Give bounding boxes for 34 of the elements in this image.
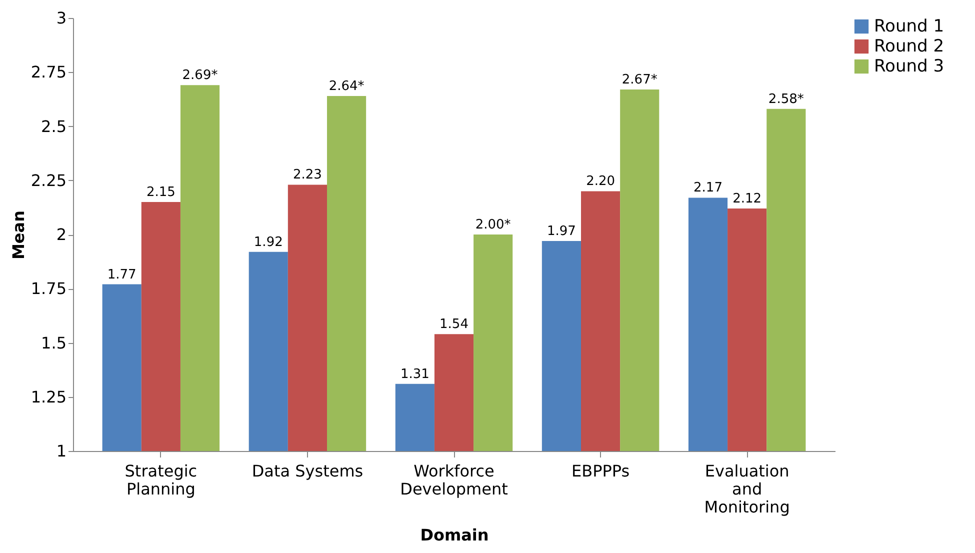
y-tick-label: 1.25 xyxy=(30,387,66,406)
y-tick-label: 1.75 xyxy=(30,279,66,298)
data-label: 2.67* xyxy=(622,72,658,88)
data-label: 2.64* xyxy=(328,78,365,94)
data-label: 1.31 xyxy=(400,366,430,382)
data-label: 2.23 xyxy=(292,168,322,183)
y-axis-title: Mean xyxy=(8,210,28,260)
data-label: 1.77 xyxy=(107,267,136,282)
data-label: 2.69* xyxy=(182,68,218,84)
x-tick-label: Strategic Planning xyxy=(124,462,198,498)
data-label: 1.54 xyxy=(440,317,468,332)
y-tick-label: 3 xyxy=(56,8,66,28)
legend-label: Round 1 xyxy=(874,16,944,36)
data-label: 2.00* xyxy=(475,218,512,232)
y-tick-label: 2.5 xyxy=(41,116,66,136)
data-label: 1.92 xyxy=(254,234,283,250)
legend-label: Round 2 xyxy=(874,36,944,56)
y-tick-label: 2 xyxy=(56,225,66,244)
legend-label: Round 3 xyxy=(874,56,944,76)
x-axis-title: Domain xyxy=(420,526,489,544)
x-tick-label: Evaluation and Monitoring xyxy=(704,462,790,516)
data-label: 2.17 xyxy=(694,180,722,196)
y-tick-label: 2.25 xyxy=(30,170,66,190)
data-label: 2.20 xyxy=(586,174,616,190)
data-label: 2.12 xyxy=(732,192,762,207)
x-tick-label: EBPPPs xyxy=(571,462,630,480)
data-label: 1.97 xyxy=(546,224,576,239)
data-label: 2.58* xyxy=(768,92,804,107)
y-tick-label: 1 xyxy=(56,442,66,460)
x-tick-label: Workforce Development xyxy=(400,462,508,498)
data-label: 2.15 xyxy=(146,185,176,200)
y-tick-label: 2.75 xyxy=(30,62,66,82)
y-tick-label: 1.5 xyxy=(41,333,66,352)
x-tick-label: Data Systems xyxy=(252,462,364,480)
